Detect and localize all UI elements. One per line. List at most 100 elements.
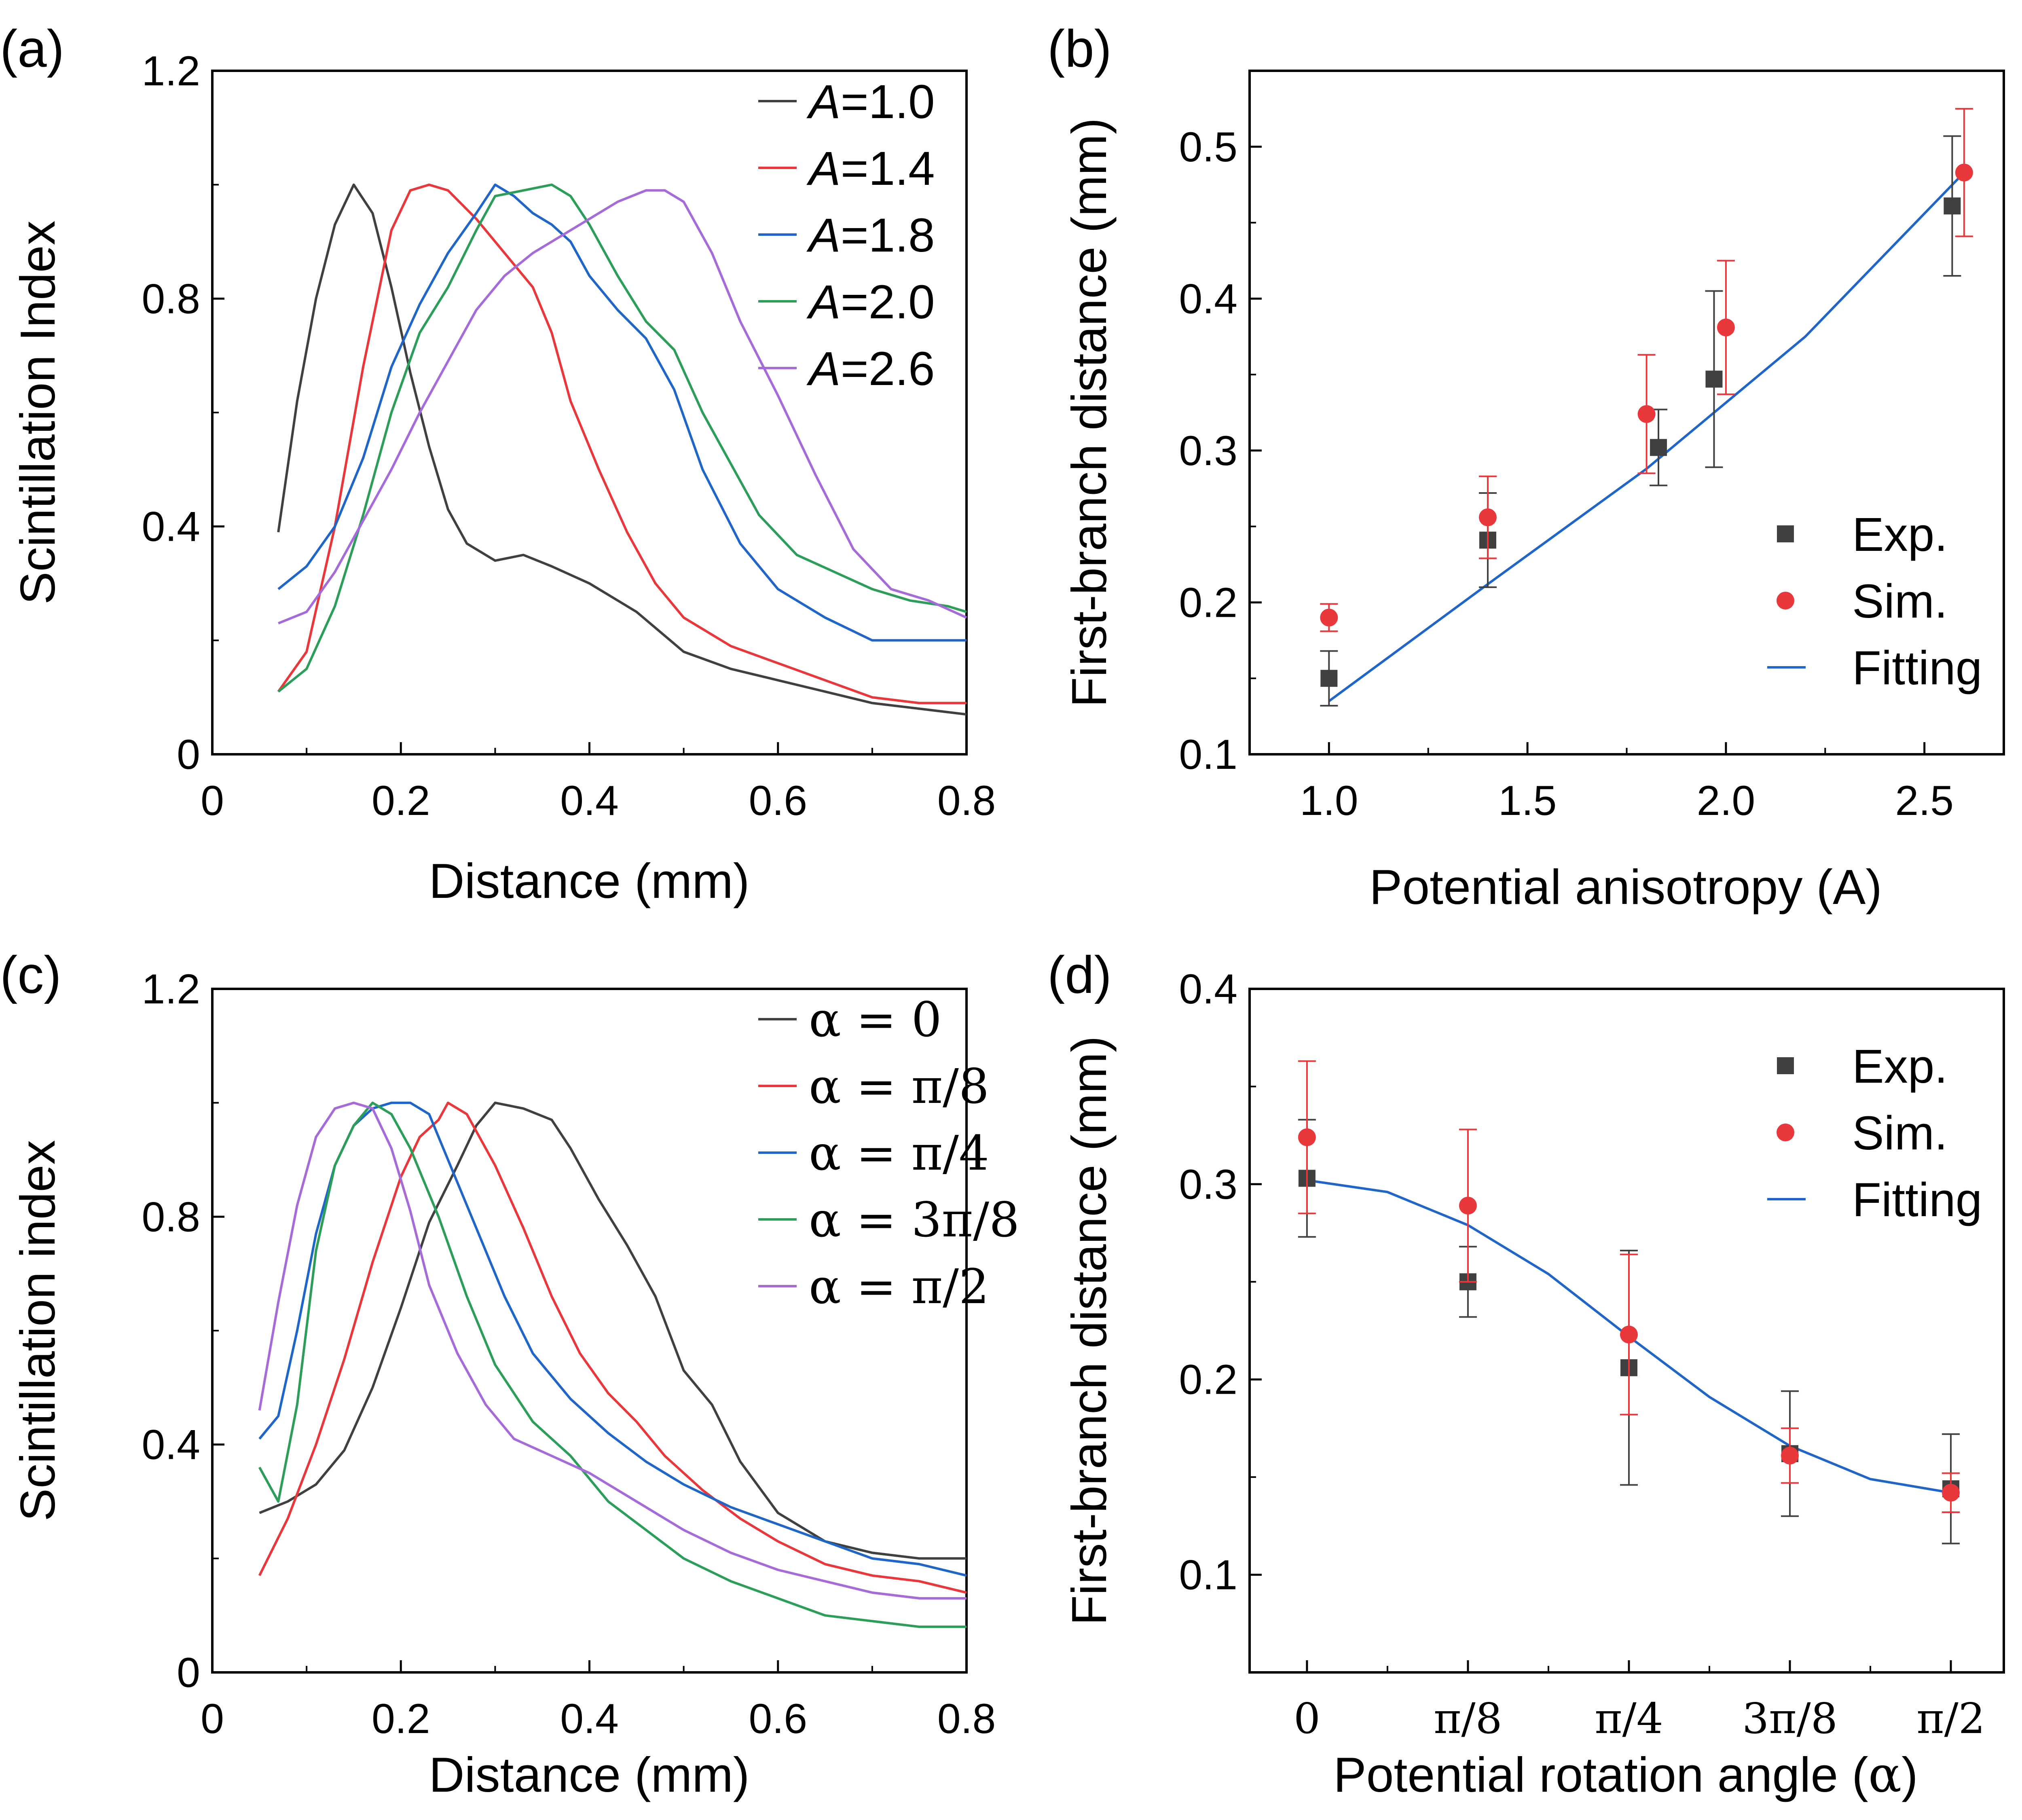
legend-swatch-sim	[1777, 592, 1794, 609]
legend-label-variable: A	[806, 342, 841, 396]
x-tick-label: 0.8	[937, 1695, 996, 1742]
data-point-square	[1944, 197, 1961, 215]
data-point-circle	[1717, 318, 1735, 336]
y-tick-label: 0.8	[142, 1194, 200, 1240]
panel-c-legend: α = 0 α = π/8 α = π/4 α = 3π/8 α = π/2	[758, 992, 1019, 1314]
series-line-3	[277, 183, 967, 642]
panel-d-x-axis-label-symbol: α	[1868, 1746, 1901, 1803]
legend-label-value: =2.6	[841, 342, 935, 396]
y-tick-label: 1.2	[142, 966, 200, 1013]
panel-c-y-axis-label: Scintillation index	[10, 1140, 65, 1522]
y-tick-label: 0.2	[1179, 1357, 1237, 1403]
panel-d-x-axis-label-close: )	[1901, 1747, 1918, 1802]
legend-label-5: α = π/2	[809, 1259, 989, 1314]
legend-label-3: A=1.8	[806, 209, 935, 262]
panel-b-x-ticks: 1.0 1.5 2.0 2.5	[1300, 742, 1954, 824]
legend-label-2: Sim.	[1852, 1107, 1948, 1160]
x-tick-label: 0	[1294, 1694, 1320, 1743]
y-tick-label: 0	[177, 1649, 200, 1696]
x-tick-label: 0	[201, 1695, 224, 1742]
data-point-circle	[1955, 163, 1973, 182]
panel-b-label: (b)	[1047, 19, 1112, 78]
legend-label-1: A=1.0	[806, 75, 935, 129]
data-point-square	[1705, 370, 1723, 388]
panel-c-x-ticks: 0 0.2 0.4 0.6 0.8	[201, 1660, 996, 1742]
y-tick-label: 0.8	[142, 275, 200, 322]
legend-swatch-sim	[1777, 1124, 1794, 1141]
x-tick-label: 3π/8	[1742, 1694, 1838, 1743]
legend-swatch-exp	[1777, 525, 1794, 542]
x-tick-label: 1.0	[1300, 777, 1358, 824]
panel-a-y-ticks: 0 0.4 0.8 1.2	[142, 48, 224, 778]
legend-swatch-exp	[1777, 1057, 1794, 1074]
panel-d-x-ticks: 0 π/8 π/4 3π/8 π/2	[1294, 1660, 1985, 1743]
x-tick-label: 0.2	[372, 1695, 430, 1742]
panel-a-plot-area	[277, 183, 967, 716]
panel-d-x-axis-label: Potential rotation angle (α)	[1333, 1746, 1918, 1803]
legend-label-value: =1.4	[841, 142, 935, 195]
panel-d-axes-frame	[1248, 988, 2005, 1674]
data-point-circle	[1320, 609, 1338, 626]
data-point-circle	[1620, 1325, 1638, 1344]
series-line-5	[278, 189, 967, 624]
x-tick-label: π/2	[1916, 1694, 1985, 1743]
legend-label-5: A=2.6	[806, 342, 935, 396]
panel-b-y-axis-label: First-branch distance (mm)	[1062, 118, 1117, 707]
y-tick-label: 1.2	[142, 48, 200, 95]
x-tick-label: 2.5	[1895, 777, 1954, 824]
panel-d-y-axis-label: First-branch distance (mm)	[1062, 1036, 1117, 1625]
legend-label-3: Fitting	[1852, 1173, 1982, 1227]
x-tick-label: 2.0	[1697, 777, 1756, 824]
series-line-1	[277, 183, 967, 716]
panel-a-x-axis-label: Distance (mm)	[429, 853, 749, 908]
legend-label-4: α = 3π/8	[809, 1192, 1019, 1248]
series-line-5	[258, 1101, 967, 1600]
data-point-circle	[1478, 508, 1497, 527]
panel-b-plot-area	[1320, 108, 1973, 707]
y-tick-label: 0.2	[1179, 579, 1237, 626]
panel-a-y-axis-label: Scintillation Index	[10, 220, 65, 604]
legend-label-1: α = 0	[809, 992, 942, 1048]
data-point-circle	[1298, 1128, 1316, 1146]
series-line-2	[277, 183, 967, 705]
series-line-1	[259, 1101, 967, 1560]
x-tick-label: 0.6	[749, 1695, 807, 1742]
legend-label-variable: A	[806, 75, 841, 129]
data-point-circle	[1459, 1196, 1477, 1215]
y-tick-label: 0	[177, 731, 200, 778]
legend-label-2: α = π/8	[809, 1058, 989, 1114]
legend-label-3: α = π/4	[809, 1125, 989, 1181]
panel-c-label: (c)	[0, 945, 61, 1004]
legend-label-4: A=2.0	[806, 275, 935, 329]
panel-c-x-axis-label: Distance (mm)	[429, 1747, 749, 1802]
x-tick-label: 0.4	[560, 777, 619, 824]
panel-b-x-axis-label: Potential anisotropy (A)	[1369, 859, 1882, 914]
y-tick-label: 0.3	[1179, 427, 1237, 474]
x-tick-label: π/8	[1434, 1694, 1502, 1743]
legend-label-variable: A	[806, 142, 841, 195]
panel-a-x-ticks: 0 0.2 0.4 0.6 0.8	[201, 742, 996, 824]
y-tick-label: 0.4	[142, 1422, 200, 1469]
series-line-4	[258, 1101, 967, 1628]
legend-label-value: =1.8	[841, 209, 935, 262]
x-tick-label: 0.2	[372, 777, 430, 824]
data-point-circle	[1781, 1447, 1799, 1465]
x-tick-label: π/4	[1595, 1694, 1663, 1743]
panel-b: (b) 0.1 0.2 0.3 0.4 0.5 1.0 1.5 2.0 2.5 Potenti…	[1047, 19, 2005, 914]
data-point-circle	[1637, 405, 1656, 423]
legend-label-value: =2.0	[841, 275, 935, 329]
panel-d: (d) 0.1 0.2 0.3 0.4 0 π/8 π/4 3π/8 π/2 Potentia…	[1047, 945, 2005, 1803]
legend-label-value: =1.0	[841, 75, 935, 129]
panel-a: (a) 0 0.4 0.8 1.2 0 0.2 0.4 0.6 0.8 Distance (m…	[0, 19, 996, 908]
legend-label-3: Fitting	[1852, 641, 1982, 695]
panel-d-x-axis-label-main: Potential rotation angle (	[1333, 1747, 1868, 1802]
panel-d-plot-area	[1298, 1060, 1960, 1545]
data-point-square	[1650, 439, 1667, 456]
y-tick-label: 0.1	[1179, 1552, 1237, 1599]
y-tick-label: 0.5	[1179, 124, 1237, 171]
panel-d-label: (d)	[1047, 945, 1112, 1004]
legend-label-2: A=1.4	[806, 142, 935, 195]
panel-c-plot-area	[258, 1101, 967, 1628]
legend-label-1: Exp.	[1852, 508, 1948, 561]
